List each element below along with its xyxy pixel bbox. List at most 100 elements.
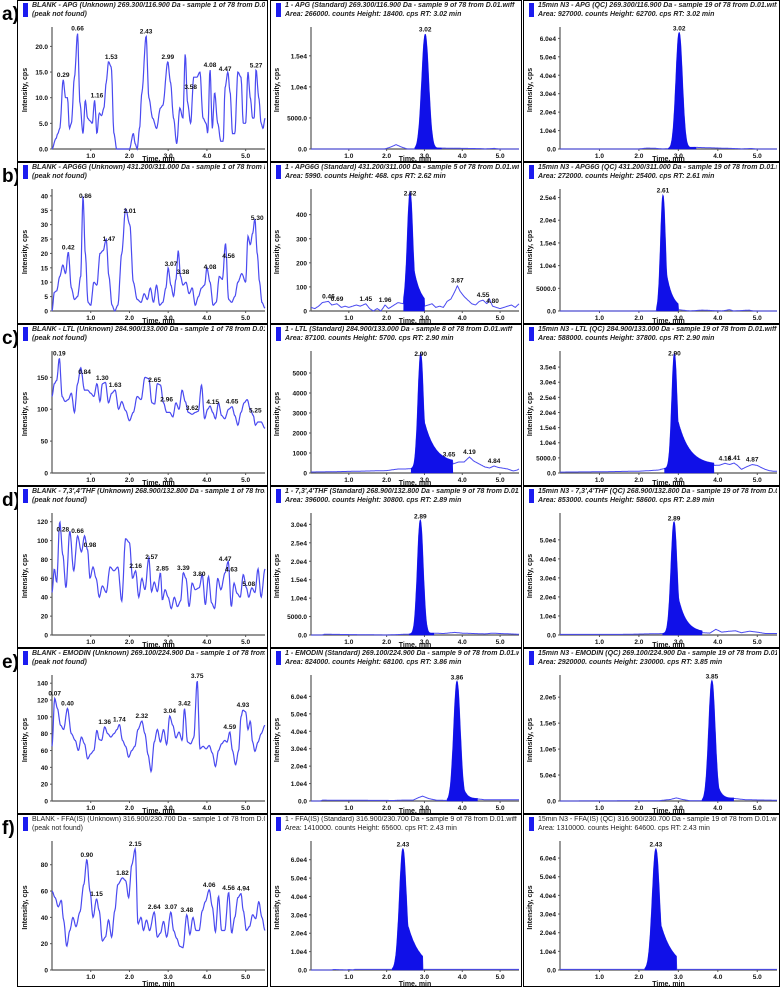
x-axis-label: Time, min bbox=[142, 808, 175, 814]
svg-text:20: 20 bbox=[41, 614, 49, 621]
svg-text:2.0e4: 2.0e4 bbox=[291, 559, 308, 566]
y-axis-label: Intensity, cps bbox=[22, 68, 29, 112]
trace: 2.90 3.65 4.19 4.84 bbox=[311, 351, 520, 474]
svg-text:3.0: 3.0 bbox=[164, 315, 173, 322]
trace: 3.02 bbox=[311, 27, 519, 150]
svg-text:4.0: 4.0 bbox=[458, 639, 467, 646]
svg-text:2.0: 2.0 bbox=[634, 153, 643, 160]
peak-label: 4.15 bbox=[206, 399, 219, 406]
peak-label: 2.65 bbox=[148, 377, 161, 384]
svg-text:2.0: 2.0 bbox=[382, 315, 391, 322]
svg-text:1.0: 1.0 bbox=[344, 315, 353, 322]
svg-text:4.0: 4.0 bbox=[202, 805, 211, 812]
panel-header: BLANK - EMODIN (Unknown) 269.100/224.900… bbox=[23, 650, 265, 667]
svg-text:0: 0 bbox=[44, 799, 48, 806]
y-axis-label: Intensity, cps bbox=[527, 885, 534, 929]
svg-text:5.0: 5.0 bbox=[496, 805, 505, 812]
y-axis-label: Intensity, cps bbox=[527, 392, 534, 436]
chromatogram-panel-standard: 1 - APG (Standard) 269.300/116.900 Da - … bbox=[270, 0, 522, 162]
svg-text:1.5e4: 1.5e4 bbox=[540, 425, 557, 432]
axes: 0.0 5000.0 1.0e4 1.5e4 2.0e4 2.5e4 1.0 2.0 3.0 4.… bbox=[527, 189, 777, 323]
svg-text:0: 0 bbox=[303, 471, 307, 478]
peak-label: 3.02 bbox=[419, 27, 432, 34]
peak-label: 4.87 bbox=[746, 457, 759, 464]
svg-text:0: 0 bbox=[303, 309, 307, 316]
trace: 2.61 bbox=[560, 188, 777, 312]
trace-color-swatch bbox=[529, 3, 534, 17]
y-axis-label: Intensity, cps bbox=[22, 554, 29, 598]
trace-color-swatch bbox=[529, 651, 534, 665]
peak-label: 2.90 bbox=[668, 351, 681, 358]
svg-text:4.0: 4.0 bbox=[458, 805, 467, 812]
figure-row-c: c) BLANK - LTL (Unknown) 284.900/133.000 … bbox=[0, 324, 782, 486]
panel-subtitle: Area: 272000. counts Height: 25400. cps … bbox=[538, 172, 715, 180]
chart-plot: 0 20 40 60 80 1.0 2.0 3.0 4.0 5.0 Time, min Intensi… bbox=[22, 841, 266, 986]
svg-text:4.0: 4.0 bbox=[202, 153, 211, 160]
svg-text:3.0: 3.0 bbox=[164, 974, 173, 981]
svg-text:140: 140 bbox=[37, 681, 48, 688]
figure-row-d: d) BLANK - 7,3',4'THF (Unknown) 268.900/1… bbox=[0, 486, 782, 648]
svg-text:1.5e5: 1.5e5 bbox=[540, 721, 557, 728]
peak-label: 4.19 bbox=[463, 449, 476, 456]
svg-text:5000.0: 5000.0 bbox=[536, 286, 556, 293]
svg-text:4.0e4: 4.0e4 bbox=[540, 73, 557, 80]
svg-text:5.0: 5.0 bbox=[241, 315, 250, 322]
peak-label: 4.93 bbox=[237, 702, 250, 709]
svg-text:5.0: 5.0 bbox=[496, 974, 505, 981]
svg-text:120: 120 bbox=[37, 698, 48, 705]
svg-text:2.0: 2.0 bbox=[634, 639, 643, 646]
chart-plot: 0 50 100 150 1.0 2.0 3.0 4.0 5.0 Time, min Intensi… bbox=[22, 350, 266, 485]
svg-text:1.0e4: 1.0e4 bbox=[291, 596, 308, 603]
svg-text:4.0: 4.0 bbox=[713, 477, 722, 484]
svg-text:50: 50 bbox=[41, 439, 49, 446]
x-axis-label: Time, min bbox=[399, 981, 432, 987]
panel-title: 15min N3 - 7,3',4'THF (QC) 268.900/132.8… bbox=[538, 488, 777, 495]
trace-color-swatch bbox=[23, 489, 28, 503]
peak-label: 1.45 bbox=[360, 296, 373, 303]
y-axis-label: Intensity, cps bbox=[274, 230, 281, 274]
svg-text:3.0: 3.0 bbox=[674, 315, 683, 322]
svg-text:15: 15 bbox=[41, 265, 49, 272]
svg-text:3.0e4: 3.0e4 bbox=[540, 575, 557, 582]
svg-text:30: 30 bbox=[41, 222, 49, 229]
axes: 0.0 1.0e4 2.0e4 3.0e4 4.0e4 5.0e4 6.0e4 1.0 2.0 3… bbox=[527, 841, 777, 986]
panel-title: BLANK - FFA(IS) (Unknown) 316.900/230.70… bbox=[32, 816, 265, 823]
svg-text:120: 120 bbox=[37, 519, 48, 526]
svg-text:4000: 4000 bbox=[293, 391, 308, 398]
panel-subtitle: (peak not found) bbox=[32, 10, 87, 18]
panel-title: 15min N3 - APG6G (QC) 431.200/311.000 Da… bbox=[538, 164, 777, 171]
panel-header: 1 - LTL (Standard) 284.900/133.000 Da - … bbox=[276, 326, 519, 343]
svg-text:1.0: 1.0 bbox=[344, 974, 353, 981]
trace-color-swatch bbox=[529, 817, 534, 831]
svg-text:60: 60 bbox=[41, 889, 49, 896]
axes: 0 100 200 300 400 1.0 2.0 3.0 4.0 5.0 Time, min Int… bbox=[274, 189, 519, 323]
svg-text:2.0e4: 2.0e4 bbox=[540, 218, 557, 225]
x-axis-label: Time, min bbox=[142, 642, 175, 648]
peak-label: 3.80 bbox=[193, 571, 206, 578]
peak-label: 2.89 bbox=[414, 513, 427, 520]
panel-title: 1 - APG6G (Standard) 431.200/311.000 Da … bbox=[285, 164, 519, 171]
svg-text:1.0e4: 1.0e4 bbox=[291, 781, 308, 788]
svg-text:4.0: 4.0 bbox=[713, 974, 722, 981]
axes: 0 20 40 60 80 100 120 140 1.0 2.0 3.0 4.0 5.0 Time, m… bbox=[22, 675, 265, 814]
trace-color-swatch bbox=[529, 327, 534, 341]
peak-label: 4.08 bbox=[204, 62, 217, 69]
svg-text:3.0: 3.0 bbox=[420, 315, 429, 322]
panel-header: 15min N3 - APG (QC) 269.300/116.900 Da -… bbox=[529, 2, 777, 19]
panel-header: 15min N3 - 7,3',4'THF (QC) 268.900/132.8… bbox=[529, 488, 777, 505]
svg-text:80: 80 bbox=[41, 862, 49, 869]
panel-title: 15min N3 - FFA(IS) (QC) 316.900/230.700 … bbox=[538, 816, 777, 823]
svg-text:5.0: 5.0 bbox=[496, 315, 505, 322]
peak-label: 3.48 bbox=[180, 907, 193, 914]
svg-text:10.0: 10.0 bbox=[35, 95, 48, 102]
peak-label: 4.06 bbox=[203, 882, 216, 889]
y-axis-label: Intensity, cps bbox=[274, 554, 281, 598]
chromatogram-panel-standard: 1 - EMODIN (Standard) 269.100/224.900 Da… bbox=[270, 648, 522, 814]
x-axis-label: Time, min bbox=[142, 156, 175, 162]
chromatogram-panel-blank: BLANK - EMODIN (Unknown) 269.100/224.900… bbox=[17, 648, 268, 814]
peak-label: 0.07 bbox=[48, 690, 61, 697]
svg-text:1.0: 1.0 bbox=[86, 639, 95, 646]
panel-subtitle: (peak not found) bbox=[32, 334, 87, 342]
svg-text:5: 5 bbox=[44, 294, 48, 301]
peak-label: 1.96 bbox=[379, 297, 392, 304]
